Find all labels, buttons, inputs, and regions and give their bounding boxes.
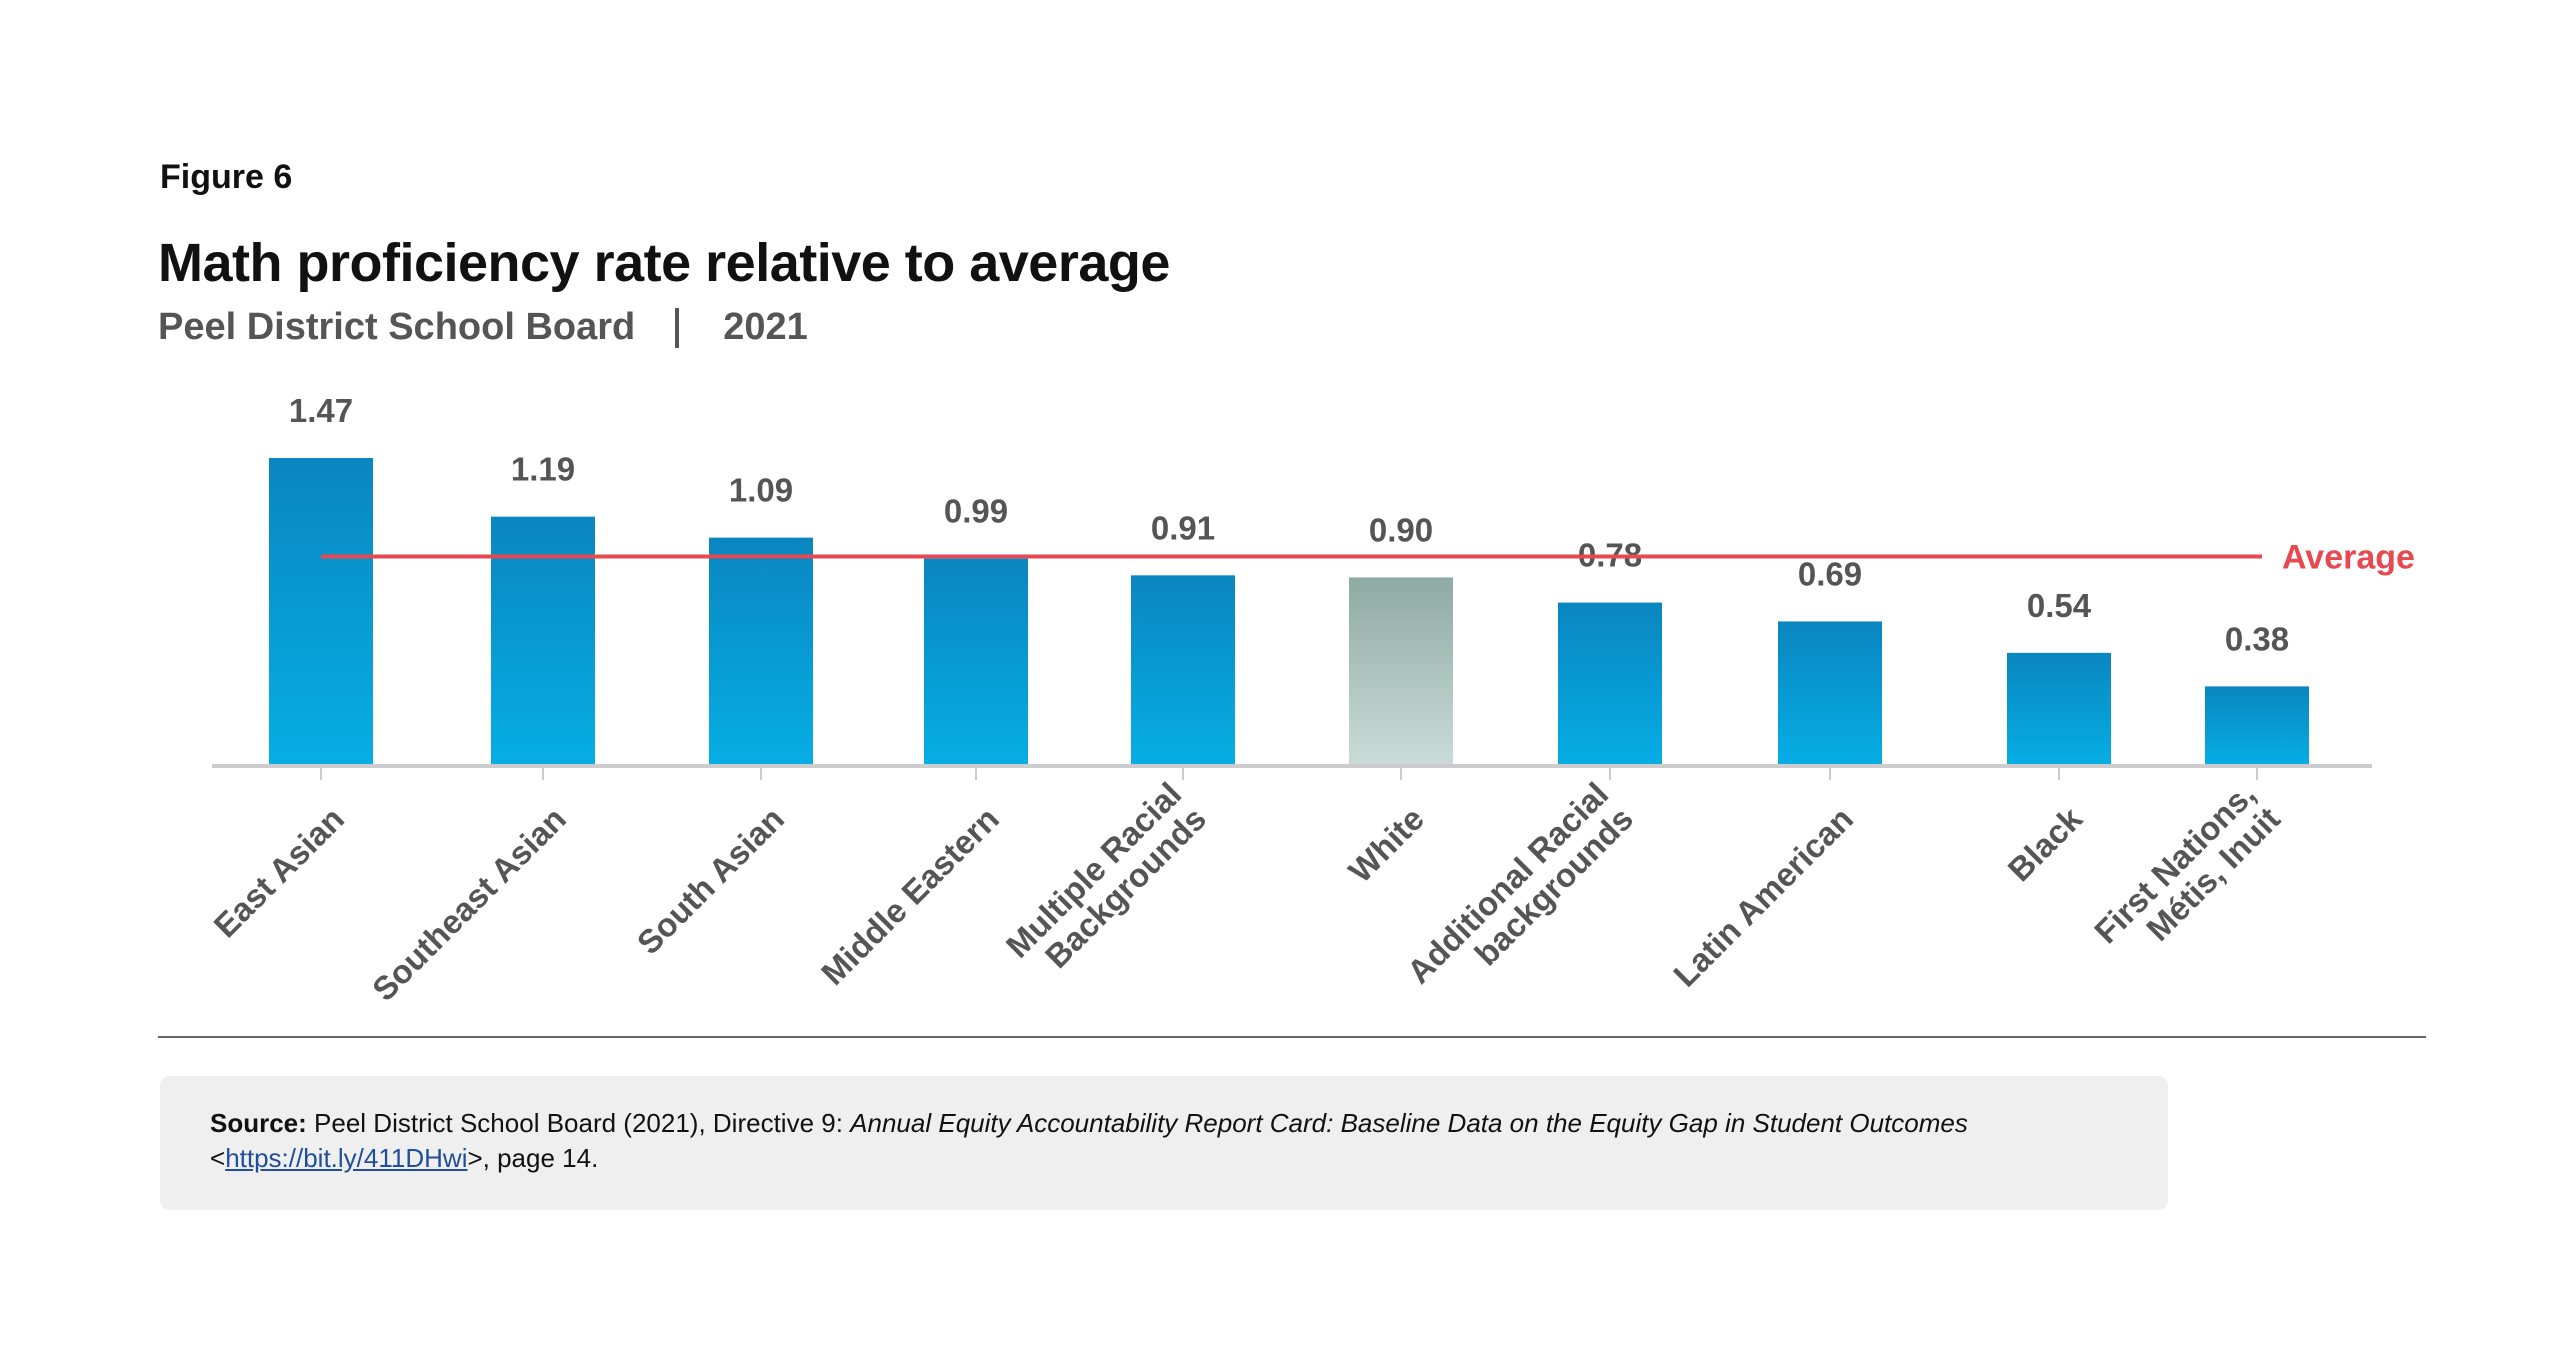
bar-value-label: 1.09 bbox=[729, 472, 793, 509]
x-tick-label: Southeast Asian bbox=[365, 800, 573, 1008]
chart-title: Math proficiency rate relative to averag… bbox=[158, 233, 1170, 293]
x-tick-label: East Asian bbox=[206, 800, 351, 945]
bar bbox=[2205, 686, 2309, 766]
source-text: Source: Peel District School Board (2021… bbox=[210, 1106, 2128, 1176]
bar bbox=[2007, 652, 2111, 766]
x-tick-label-line: East Asian bbox=[206, 800, 351, 945]
x-tick-label: South Asian bbox=[630, 800, 791, 961]
x-tick-label-line: White bbox=[1341, 800, 1431, 890]
bar-value-label: 1.47 bbox=[289, 392, 353, 429]
source-link-open: < bbox=[210, 1143, 226, 1173]
x-tick-label-line: Southeast Asian bbox=[365, 800, 573, 1008]
bar bbox=[924, 558, 1028, 766]
bar-chart: 1.47 East Asian 1.19 Southeast Asian 1.09 Sou… bbox=[206, 392, 2415, 1008]
x-tick-label: Latin American bbox=[1666, 800, 1860, 994]
source-link[interactable]: https://bit.ly/411DHwi bbox=[225, 1143, 468, 1173]
bar bbox=[269, 458, 373, 766]
x-tick-label: First Nations,Métis, Inuit bbox=[2087, 775, 2287, 950]
source-report-title: Annual Equity Accountability Report Card… bbox=[850, 1108, 1968, 1138]
average-label: Average bbox=[2282, 538, 2415, 576]
bar-value-label: 0.69 bbox=[1798, 555, 1862, 592]
x-tick-label: Black bbox=[2001, 799, 2090, 888]
bar-value-label: 1.19 bbox=[511, 451, 575, 488]
bar-value-label: 0.91 bbox=[1151, 509, 1215, 546]
x-tick-label-line: South Asian bbox=[630, 800, 791, 961]
bar-value-label: 0.38 bbox=[2225, 620, 2289, 657]
source-page: >, page 14. bbox=[467, 1143, 599, 1173]
subtitle-divider bbox=[675, 307, 680, 348]
bar bbox=[1349, 577, 1453, 766]
bar bbox=[491, 516, 595, 766]
figure-label: Figure 6 bbox=[160, 158, 293, 196]
divider-rule bbox=[158, 1036, 2426, 1038]
source-note: Source: Peel District School Board (2021… bbox=[160, 1076, 2168, 1210]
subtitle-organization: Peel District School Board bbox=[158, 306, 636, 348]
chart-subtitle: Peel District School Board 2021 bbox=[158, 306, 808, 349]
source-label: Source: bbox=[210, 1108, 307, 1138]
x-tick-label-line: Black bbox=[2001, 799, 2090, 888]
source-citation: Peel District School Board (2021), Direc… bbox=[314, 1108, 851, 1138]
x-tick-label-line: Latin American bbox=[1666, 800, 1860, 994]
bar bbox=[1558, 602, 1662, 766]
x-tick-label: White bbox=[1341, 800, 1431, 890]
bar-value-label: 0.54 bbox=[2027, 587, 2092, 624]
bar bbox=[709, 537, 813, 766]
x-tick-label-line: Middle Eastern bbox=[814, 800, 1006, 992]
bar-value-label: 0.90 bbox=[1369, 511, 1433, 548]
subtitle-year: 2021 bbox=[723, 306, 808, 348]
bar bbox=[1131, 575, 1235, 766]
x-tick-label: Middle Eastern bbox=[814, 800, 1006, 992]
bar-value-label: 0.99 bbox=[944, 493, 1008, 530]
bar bbox=[1778, 621, 1882, 766]
